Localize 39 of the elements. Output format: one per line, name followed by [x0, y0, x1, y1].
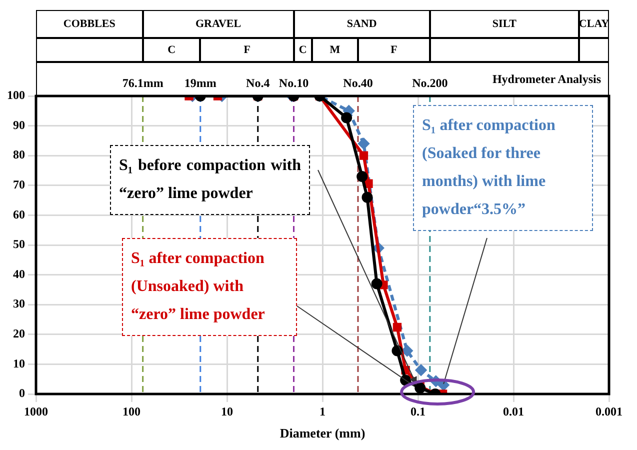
y-tick-label: 80: [13, 148, 25, 162]
x-tick-label: 0.01: [503, 404, 524, 418]
ref-line-label: No.200: [412, 76, 448, 90]
x-tick-label: 0.001: [596, 404, 622, 418]
x-axis-title: Diameter (mm): [280, 426, 366, 441]
y-tick-label: 100: [7, 88, 25, 102]
text: SAND: [294, 10, 430, 38]
ref-line-label: No.40: [343, 76, 373, 90]
text: C: [294, 38, 312, 62]
ref-line-label: No.10: [278, 76, 309, 90]
text: CLAY: [578, 10, 610, 38]
x-tick-label: 0.1: [410, 404, 426, 418]
y-tick-label: 50: [13, 237, 25, 252]
text: S₁ after compaction (Unsoaked) with “zero” lime powder: [122, 238, 297, 336]
text: F: [358, 38, 430, 62]
y-tick-label: 60: [13, 207, 25, 222]
x-tick-label: 10: [221, 404, 233, 418]
x-tick-label: 1: [320, 404, 326, 418]
text: S₁ after compaction (Soaked for three months) with lime powder“3.5%”: [413, 105, 593, 231]
y-tick-label: 30: [13, 296, 25, 311]
text: GRAVEL: [142, 10, 294, 38]
text: C: [142, 38, 200, 62]
ref-line-label: 76.1mm: [122, 76, 164, 90]
text: S₁ before compaction with “zero” lime powder: [110, 145, 310, 215]
ref-line-label: 19mm: [184, 76, 216, 90]
text: SILT: [430, 10, 579, 38]
ref-line-label: No.4: [246, 76, 270, 90]
text: F: [200, 38, 294, 62]
x-tick-label: 1000: [24, 404, 48, 418]
y-tick-label: 0: [19, 386, 25, 400]
text: Hydrometer Analysis: [492, 72, 601, 87]
text: COBBLES: [36, 10, 143, 38]
y-tick-label: 70: [13, 177, 25, 192]
text: M: [312, 38, 358, 62]
y-tick-label: 40: [13, 266, 25, 281]
y-tick-label: 10: [13, 356, 25, 370]
x-tick-label: 100: [122, 404, 140, 418]
y-tick-label: 20: [13, 326, 25, 340]
y-tick-label: 90: [13, 118, 25, 132]
